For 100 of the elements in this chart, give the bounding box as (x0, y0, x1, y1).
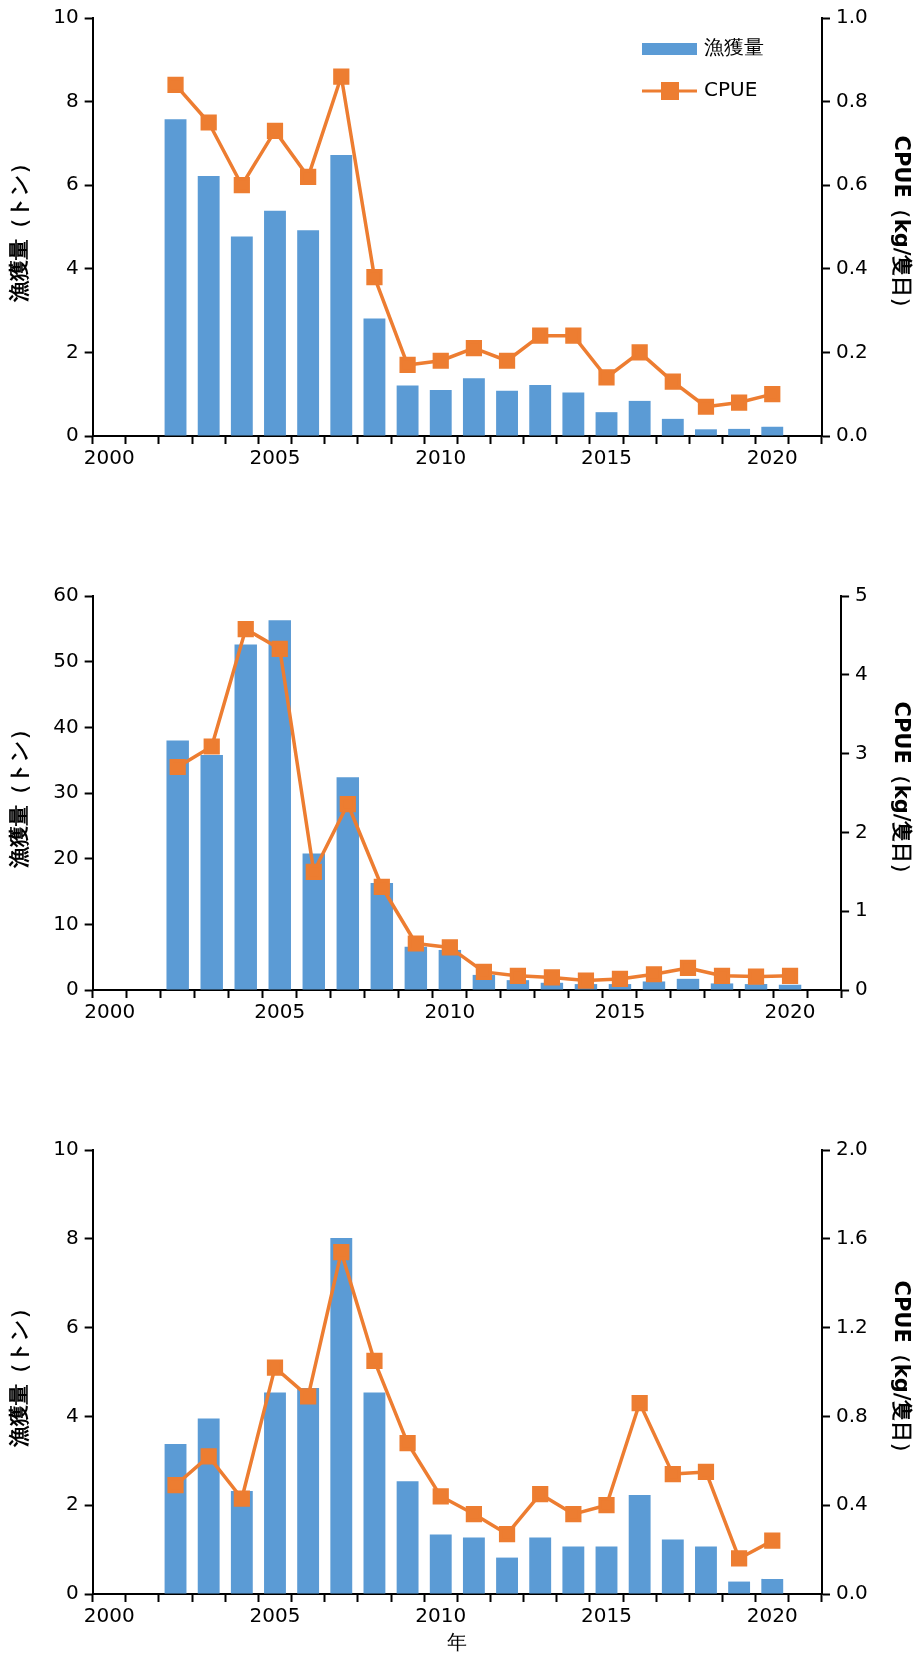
y-tick-label: 10 (53, 910, 79, 935)
x-tick-label: 2000 (83, 445, 135, 470)
x-tick-label: 2020 (764, 999, 816, 1024)
bar (462, 1537, 485, 1594)
point (679, 959, 697, 977)
y-axis-title: 漁獲量（トン） (7, 718, 32, 869)
y2-tick-label: 0.0 (835, 422, 868, 447)
x-tick-label: 2020 (746, 445, 798, 470)
point (373, 878, 390, 895)
point (300, 168, 317, 185)
bar (363, 1392, 386, 1594)
point (441, 939, 458, 956)
bar (404, 946, 428, 990)
y2-tick-label: 0 (855, 976, 868, 1001)
point (731, 394, 748, 411)
point (598, 1497, 615, 1514)
bar (297, 1387, 320, 1594)
bar (728, 428, 751, 436)
legend-label: 漁獲量 (703, 35, 764, 60)
point (532, 1485, 549, 1503)
bar (628, 1494, 651, 1594)
point (565, 327, 582, 344)
point (432, 1488, 449, 1505)
point (167, 1477, 184, 1494)
point (764, 1532, 781, 1549)
bar (695, 429, 717, 436)
bar (642, 981, 666, 990)
bar (728, 1581, 751, 1594)
bar (595, 412, 618, 436)
point (266, 122, 284, 139)
y-tick-label: 50 (53, 647, 79, 672)
y2-tick-label: 0.8 (835, 87, 868, 112)
point (697, 1463, 715, 1481)
point (366, 269, 383, 286)
x-tick-label: 2015 (581, 445, 632, 470)
point (697, 398, 715, 415)
y2-tick-label: 3 (855, 739, 868, 764)
bar (166, 740, 189, 990)
bar (429, 390, 452, 436)
point (498, 352, 516, 369)
point (266, 1359, 284, 1376)
y-tick-label: 0 (65, 1580, 79, 1605)
point (200, 1448, 217, 1465)
y-tick-label: 0 (65, 422, 79, 447)
point (233, 177, 250, 194)
point (764, 386, 781, 403)
x-tick-label: 2005 (249, 1603, 301, 1628)
bar (330, 155, 353, 436)
point (203, 738, 220, 755)
y2-tick-label: 1 (855, 897, 868, 922)
x-tick-label: 2015 (594, 999, 646, 1024)
point (664, 1466, 681, 1483)
bar (462, 378, 485, 436)
point (465, 1505, 483, 1523)
bar (396, 385, 419, 436)
y2-tick-label: 0.4 (835, 1491, 868, 1516)
point (333, 1244, 350, 1261)
point (577, 972, 595, 989)
bar (336, 777, 360, 990)
y2-tick-label: 0.6 (835, 171, 868, 196)
bar (297, 230, 320, 436)
bar (496, 1557, 518, 1594)
x-tick-label: 2010 (415, 1603, 467, 1628)
point (169, 758, 186, 776)
point (167, 76, 184, 93)
y2-tick-label: 2.0 (835, 1136, 868, 1161)
y-tick-label: 4 (65, 1402, 79, 1427)
y2-tick-label: 2 (855, 818, 868, 843)
bar (264, 1392, 286, 1594)
bar (496, 390, 518, 436)
y-tick-label: 60 (53, 582, 79, 607)
bar (164, 119, 187, 436)
bar (661, 1539, 684, 1594)
y2-tick-label: 1.0 (835, 4, 868, 29)
bar (268, 620, 291, 990)
legend-label: CPUE (703, 77, 758, 102)
y2-tick-label: 0.2 (835, 338, 868, 363)
y2-tick-label: 4 (855, 661, 868, 685)
point (598, 369, 615, 386)
y-tick-label: 2 (65, 1491, 79, 1516)
point (339, 795, 356, 813)
bar (197, 176, 220, 436)
point (664, 373, 681, 390)
point (631, 1394, 648, 1412)
point (200, 114, 217, 131)
point (543, 969, 561, 986)
bar (429, 1534, 452, 1594)
point (565, 1505, 582, 1523)
point (271, 640, 288, 657)
bar (200, 754, 223, 990)
y2-axis-title: CPUE（kg/隻日） (889, 1280, 914, 1464)
x-tick-label: 2010 (415, 445, 467, 470)
point (498, 1525, 516, 1543)
x-tick-label: 2005 (254, 999, 306, 1024)
point (713, 967, 731, 984)
y-tick-label: 10 (53, 4, 79, 29)
bar (761, 426, 784, 436)
point (475, 963, 492, 980)
point (407, 935, 424, 952)
y-axis-title: 漁獲量（トン） (7, 152, 32, 303)
